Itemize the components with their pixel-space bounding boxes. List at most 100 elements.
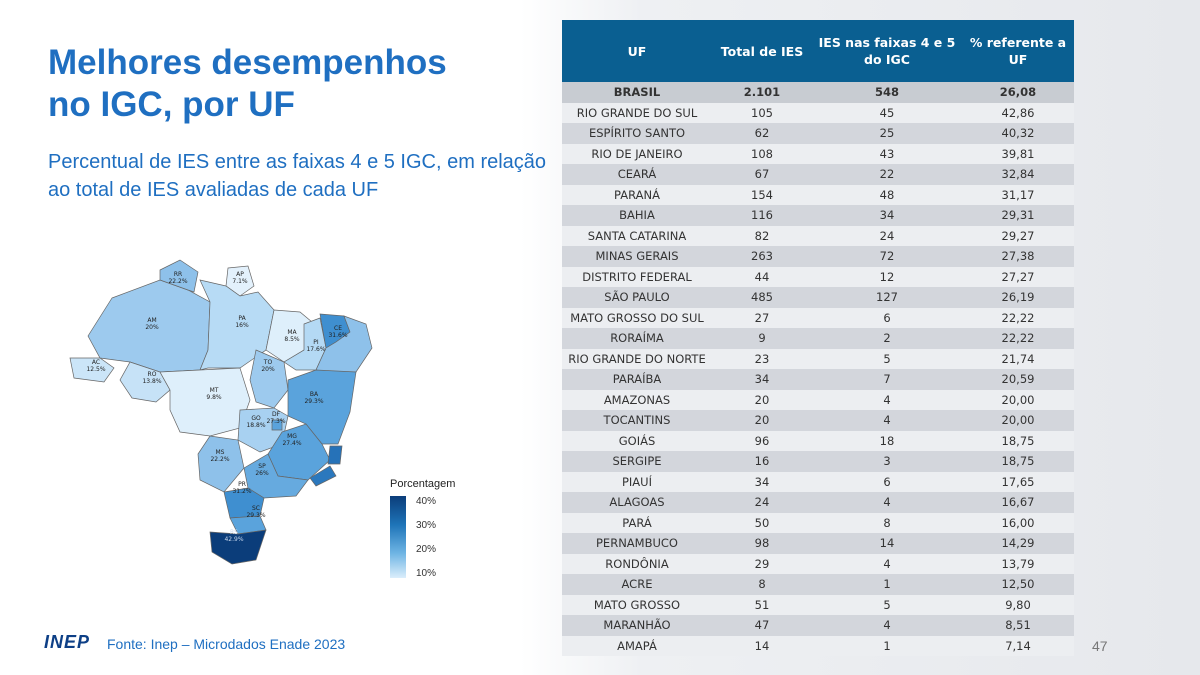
cell-faixas: 3 (812, 451, 962, 472)
map-label-rs: RS 42.9% (224, 529, 243, 543)
title-line-1: Melhores desempenhos (48, 43, 447, 82)
cell-faixas: 1 (812, 574, 962, 595)
map-label-ro: RO 13.8% (142, 371, 161, 385)
cell-faixas: 48 (812, 184, 962, 205)
cell-percent: 8,51 (962, 615, 1074, 636)
cell-uf: RIO GRANDE DO SUL (562, 102, 712, 123)
cell-percent: 42,86 (962, 102, 1074, 123)
cell-faixas: 4 (812, 553, 962, 574)
cell-percent: 29,31 (962, 205, 1074, 226)
cell-percent: 20,00 (962, 410, 1074, 431)
map-label-df: DF 27.3% (266, 411, 285, 425)
cell-percent: 16,00 (962, 512, 1074, 533)
state-PR (223, 487, 265, 519)
table-row: MINAS GERAIS 263 72 27,38 (562, 246, 1074, 267)
cell-total: 116 (712, 205, 812, 226)
map-label-ba: BA 29.3% (304, 391, 323, 405)
cell-percent: 22,22 (962, 328, 1074, 349)
cell-percent: 16,67 (962, 492, 1074, 513)
cell-percent: 27,38 (962, 246, 1074, 267)
cell-percent: 26,08 (962, 82, 1074, 103)
cell-total: 2.101 (712, 82, 812, 103)
state-BA (287, 369, 357, 445)
map-label-rr: RR 22.2% (168, 271, 187, 285)
table-body: BRASIL 2.101 548 26,08 RIO GRANDE DO SUL… (562, 82, 1074, 656)
cell-faixas: 18 (812, 430, 962, 451)
cell-total: 20 (712, 389, 812, 410)
table-row: PIAUÍ 34 6 17,65 (562, 471, 1074, 492)
map-legend: Porcentagem 40% 30% 20% 10% (390, 478, 480, 588)
table-row: MARANHÃO 47 4 8,51 (562, 615, 1074, 636)
map-label-mg: MG 27.4% (282, 433, 301, 447)
table-row: ESPÍRITO SANTO 62 25 40,32 (562, 123, 1074, 144)
cell-total: 82 (712, 225, 812, 246)
legend-tick-30: 30% (416, 520, 437, 531)
cell-total: 8 (712, 574, 812, 595)
table-row: AMAZONAS 20 4 20,00 (562, 389, 1074, 410)
cell-percent: 17,65 (962, 471, 1074, 492)
cell-uf: RONDÔNIA (562, 553, 712, 574)
cell-uf: PARÁ (562, 512, 712, 533)
cell-uf: MATO GROSSO DO SUL (562, 307, 712, 328)
cell-faixas: 7 (812, 369, 962, 390)
table-row: PARAÍBA 34 7 20,59 (562, 369, 1074, 390)
cell-total: 51 (712, 594, 812, 615)
cell-faixas: 25 (812, 123, 962, 144)
cell-total: 34 (712, 369, 812, 390)
cell-percent: 14,29 (962, 533, 1074, 554)
legend-tick-10: 10% (416, 568, 437, 579)
cell-faixas: 6 (812, 307, 962, 328)
cell-total: 20 (712, 410, 812, 431)
cell-uf: CEARÁ (562, 164, 712, 185)
cell-uf: DISTRITO FEDERAL (562, 266, 712, 287)
cell-percent: 7,14 (962, 635, 1074, 656)
state-DF (271, 419, 283, 431)
table-row-total: BRASIL 2.101 548 26,08 (562, 82, 1074, 103)
cell-total: 47 (712, 615, 812, 636)
cell-percent: 9,80 (962, 594, 1074, 615)
cell-percent: 31,17 (962, 184, 1074, 205)
cell-faixas: 4 (812, 410, 962, 431)
map-label-pr: PR 31.2% (232, 481, 251, 495)
legend-color-bar (390, 496, 406, 578)
cell-faixas: 14 (812, 533, 962, 554)
cell-percent: 27,27 (962, 266, 1074, 287)
cell-uf: SERGIPE (562, 451, 712, 472)
table-row: RIO DE JANEIRO 108 43 39,81 (562, 143, 1074, 164)
cell-uf: RIO DE JANEIRO (562, 143, 712, 164)
cell-faixas: 5 (812, 348, 962, 369)
cell-total: 105 (712, 102, 812, 123)
cell-percent: 20,00 (962, 389, 1074, 410)
map-label-am: AM 20% (145, 317, 159, 331)
col-header-uf: UF (562, 20, 712, 82)
cell-total: 96 (712, 430, 812, 451)
cell-faixas: 4 (812, 389, 962, 410)
table-row: PERNAMBUCO 98 14 14,29 (562, 533, 1074, 554)
cell-uf: MINAS GERAIS (562, 246, 712, 267)
table-row: SÃO PAULO 485 127 26,19 (562, 287, 1074, 308)
cell-faixas: 4 (812, 615, 962, 636)
table-row: SERGIPE 16 3 18,75 (562, 451, 1074, 472)
cell-total: 67 (712, 164, 812, 185)
state-AC (69, 357, 115, 383)
cell-uf: PARANÁ (562, 184, 712, 205)
state-RJ (309, 465, 337, 487)
cell-percent: 12,50 (962, 574, 1074, 595)
cell-faixas: 72 (812, 246, 962, 267)
state-MS (197, 435, 245, 493)
table-row: GOIÁS 96 18 18,75 (562, 430, 1074, 451)
col-header-total: Total de IES (712, 20, 812, 82)
table-row: CEARÁ 67 22 32,84 (562, 164, 1074, 185)
state-RS (209, 529, 267, 565)
cell-total: 485 (712, 287, 812, 308)
col-header-faixas: IES nas faixas 4 e 5 do IGC (812, 20, 962, 82)
table-row: ACRE 8 1 12,50 (562, 574, 1074, 595)
map-label-ce: CE 31.6% (328, 325, 347, 339)
cell-total: 50 (712, 512, 812, 533)
table-row: AMAPÁ 14 1 7,14 (562, 635, 1074, 656)
cell-uf: TOCANTINS (562, 410, 712, 431)
cell-total: 62 (712, 123, 812, 144)
state-PI (283, 317, 327, 371)
cell-uf: PARAÍBA (562, 369, 712, 390)
cell-total: 154 (712, 184, 812, 205)
